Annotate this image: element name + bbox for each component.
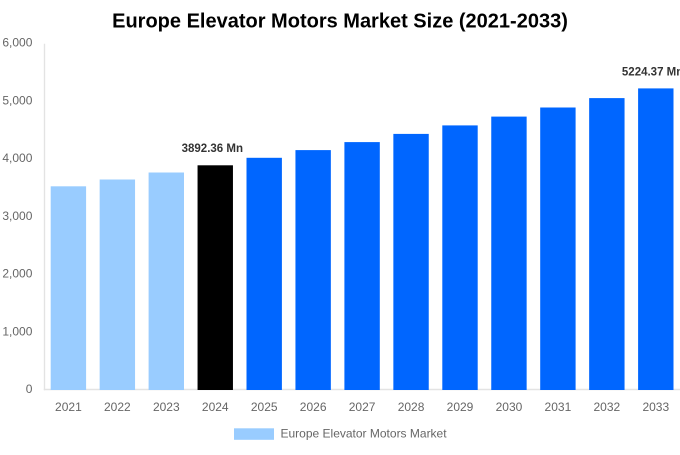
svg-text:5224.37 Mn: 5224.37 Mn — [622, 66, 680, 78]
svg-text:2027: 2027 — [349, 400, 376, 414]
svg-text:2031: 2031 — [545, 400, 572, 414]
svg-text:2033: 2033 — [642, 400, 669, 414]
svg-text:0: 0 — [26, 382, 33, 396]
svg-text:3892.36 Mn: 3892.36 Mn — [182, 143, 243, 155]
svg-text:3,000: 3,000 — [2, 209, 32, 223]
svg-text:2023: 2023 — [153, 400, 180, 414]
svg-text:2030: 2030 — [496, 400, 523, 414]
svg-text:2025: 2025 — [251, 400, 278, 414]
svg-text:6,000: 6,000 — [2, 36, 32, 50]
svg-text:4,000: 4,000 — [2, 151, 32, 165]
svg-text:2029: 2029 — [447, 400, 474, 414]
svg-text:2024: 2024 — [202, 400, 229, 414]
svg-text:1,000: 1,000 — [2, 324, 32, 338]
svg-text:2022: 2022 — [104, 400, 131, 414]
svg-text:2026: 2026 — [300, 400, 327, 414]
svg-text:Europe Elevator Motors Market: Europe Elevator Motors Market Size (2021… — [112, 11, 568, 33]
svg-text:2028: 2028 — [398, 400, 425, 414]
svg-text:5,000: 5,000 — [2, 93, 32, 107]
svg-text:2,000: 2,000 — [2, 267, 32, 281]
svg-text:2021: 2021 — [55, 400, 82, 414]
svg-text:Europe Elevator Motors Market: Europe Elevator Motors Market — [281, 427, 448, 441]
svg-text:2032: 2032 — [593, 400, 620, 414]
